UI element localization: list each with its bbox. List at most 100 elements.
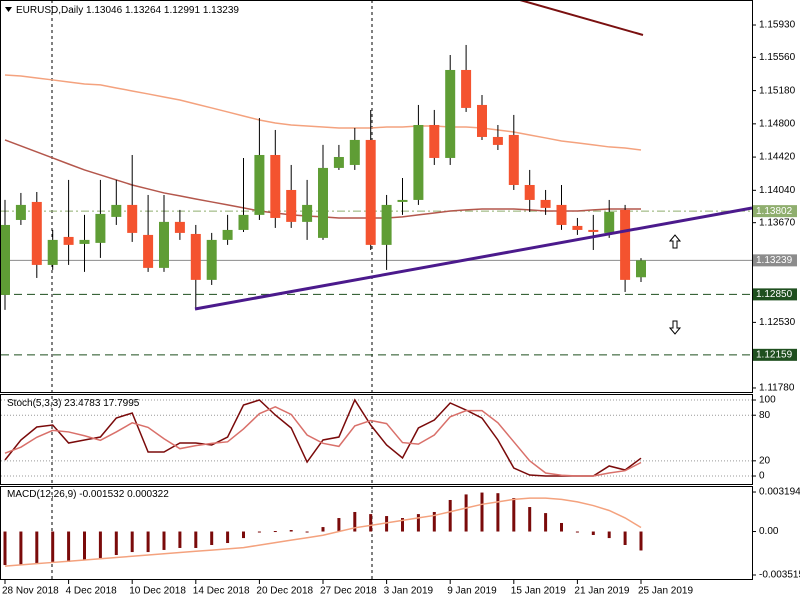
candle-body: [127, 204, 138, 233]
candle-body: [318, 167, 328, 238]
stoch-main: 23.4783: [64, 398, 101, 409]
up-arrow-icon: [668, 234, 682, 249]
candle-body: [254, 154, 265, 215]
pane-frame: [0, 0, 753, 393]
candle-body: [31, 201, 42, 265]
price-level-label: 1.13239: [756, 255, 793, 266]
pane-frame: [0, 486, 753, 580]
macd-bar: [114, 531, 118, 556]
price-level-box: [753, 205, 797, 218]
macd-title: MACD(12,26,9): [7, 489, 76, 500]
macd-bar: [194, 531, 198, 548]
candle-body: [620, 209, 631, 280]
pane-frame: [0, 394, 753, 485]
candle-body: [174, 221, 185, 233]
candle-body: [365, 139, 376, 245]
candle-body: [47, 239, 58, 265]
y-tick-label: 0.00: [759, 526, 779, 537]
y-tick-label: 0: [759, 471, 765, 482]
candle-body: [477, 104, 487, 137]
y-tick-label: 1.13670: [759, 217, 796, 228]
candle-body: [381, 204, 392, 245]
trendline: [194, 206, 753, 311]
macd-bar: [623, 531, 627, 546]
macd-signal: 0.000322: [127, 489, 169, 500]
candle-body: [190, 233, 201, 280]
x-tick-label: 14 Dec 2018: [193, 586, 250, 597]
y-tick-label: 1.15930: [759, 20, 796, 31]
header-high: 1.13264: [125, 5, 162, 16]
symbol-title: EURUSD,Daily: [16, 5, 83, 16]
macd-bar: [401, 518, 404, 532]
x-tick-label: 4 Dec 2018: [66, 586, 118, 597]
macd-bar: [273, 531, 277, 533]
x-tick-label: 10 Dec 2018: [129, 586, 186, 597]
price-level-box: [753, 254, 797, 267]
plot-area: [0, 44, 752, 567]
macd-bar: [575, 531, 579, 533]
macd-bar: [178, 531, 182, 548]
candle-body: [572, 225, 583, 230]
candle-body: [604, 211, 615, 233]
candle-body: [206, 239, 217, 280]
candle-body: [445, 69, 456, 158]
candle-body: [302, 204, 313, 222]
macd-bar: [242, 531, 245, 539]
candle-body: [270, 154, 281, 218]
indicator-line: [4, 497, 642, 567]
y-tick-label: 1.11780: [759, 383, 795, 394]
macd-bar: [560, 522, 563, 532]
macd-bar: [19, 531, 23, 566]
candle-body: [79, 239, 90, 244]
candle-body: [159, 221, 169, 268]
candle-body: [63, 236, 74, 245]
price-level-label: 1.12850: [756, 289, 793, 300]
macd-bar: [464, 494, 468, 532]
candle-body: [95, 213, 106, 243]
candle-body: [397, 199, 408, 202]
macd-bar: [210, 531, 214, 546]
stoch-header: Stoch(5,3,3) 23.4783 17.7995: [7, 398, 140, 409]
macd-bar: [639, 531, 643, 551]
y-tick-label: 1.14420: [759, 152, 796, 163]
x-tick-label: 27 Dec 2018: [320, 586, 377, 597]
trendline: [519, 0, 644, 36]
macd-bar: [321, 527, 325, 532]
y-tick-label: 1.14800: [759, 118, 796, 129]
candle-body: [588, 229, 599, 232]
x-tick-label: 25 Jan 2019: [638, 586, 693, 597]
x-tick-label: 15 Jan 2019: [511, 586, 566, 597]
y-tick-label: 100: [759, 395, 776, 406]
macd-bar: [67, 531, 71, 562]
x-tick-label: 9 Jan 2019: [447, 586, 497, 597]
candle-body: [222, 229, 233, 240]
candle-body: [286, 189, 297, 222]
candle-body: [524, 184, 535, 200]
indicator-line: [4, 74, 642, 151]
macd-bar: [162, 531, 166, 550]
candle-body: [349, 139, 360, 165]
macd-bar: [130, 531, 134, 553]
candle-body: [540, 199, 551, 208]
menu-triangle: [5, 7, 12, 12]
header-open: 1.13046: [86, 5, 123, 16]
y-tick-label: 1.14040: [759, 185, 796, 196]
macd-bar: [83, 531, 86, 560]
symbol-header: EURUSD,Daily 1.13046 1.13264 1.12991 1.1…: [16, 5, 239, 16]
header-low: 1.12991: [164, 5, 201, 16]
macd-bar: [257, 531, 261, 533]
candle-body: [636, 260, 646, 278]
macd-bar: [607, 531, 611, 539]
y-tick-label: 1.15560: [759, 52, 796, 63]
macd-bar: [448, 499, 452, 532]
x-tick-label: 3 Jan 2019: [384, 586, 434, 597]
macd-bar: [512, 498, 516, 532]
x-tick-label: 20 Dec 2018: [256, 586, 313, 597]
price-level-box: [753, 348, 797, 361]
macd-bar: [35, 531, 39, 564]
y-tick-label: 1.15180: [759, 85, 796, 96]
stoch-title: Stoch(5,3,3): [7, 398, 61, 409]
macd-bar: [544, 513, 548, 532]
